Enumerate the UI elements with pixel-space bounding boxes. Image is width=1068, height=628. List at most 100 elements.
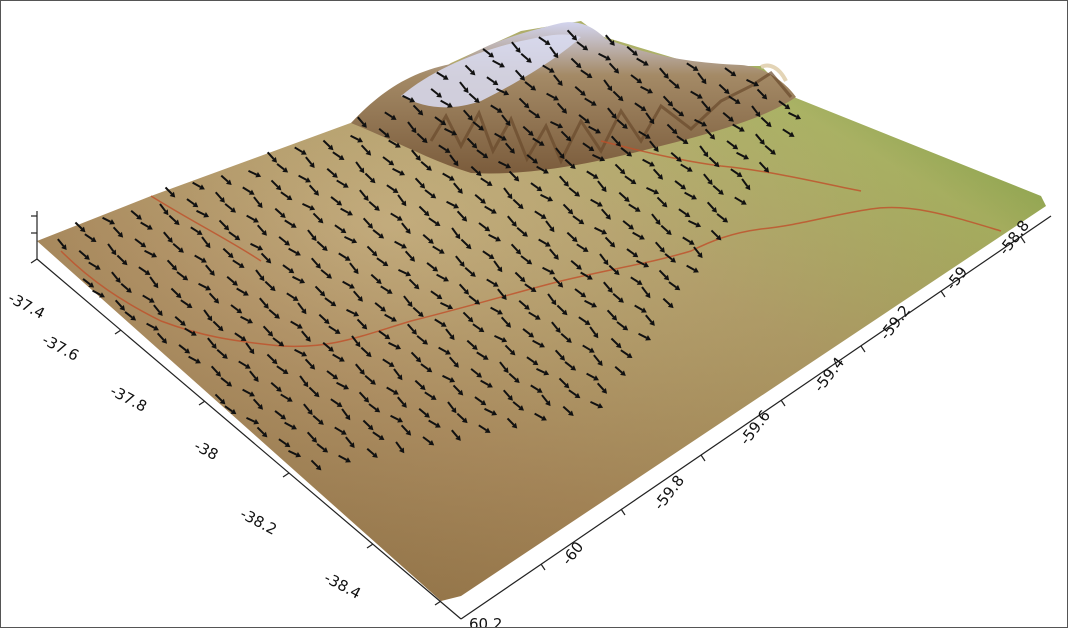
flow-arrow [678,208,691,218]
flow-arrow [378,128,390,138]
flow-arrow [138,266,151,276]
flow-arrow [501,114,511,127]
flow-arrow [560,130,572,142]
flow-arrow [198,282,212,291]
flow-arrow [201,236,211,249]
flow-arrow [662,297,674,309]
flow-arrow [416,335,428,345]
flow-arrow [318,313,330,325]
flow-arrow [751,105,761,118]
flow-arrow [366,245,378,257]
flow-arrow [616,321,629,331]
flow-arrow [574,85,586,96]
flow-arrow [382,156,395,166]
axis-tick [114,329,122,335]
flow-arrow [159,203,169,216]
flow-arrow [340,207,353,216]
flow-arrow [322,139,334,151]
flow-arrow [612,293,624,303]
flow-arrow [220,174,232,186]
flow-arrow [503,187,513,200]
flow-arrow [507,215,517,227]
flow-arrow [628,203,641,212]
flow-arrow [376,257,389,267]
flow-arrow [492,59,505,68]
flow-arrow [608,264,620,276]
flow-arrow [726,140,739,150]
flow-arrow [274,410,287,420]
flow-arrow [210,365,222,377]
flow-arrow [146,322,159,331]
flow-arrow [196,209,210,218]
flow-arrow [534,210,547,219]
flow-arrow [142,294,155,303]
flow-arrow [234,332,247,342]
lon-tick-label: -59.8 [650,472,688,514]
flow-arrow [706,201,718,213]
flow-arrow [330,196,343,206]
flow-arrow [499,361,509,374]
flow-arrow [451,227,461,240]
flow-arrow [434,318,447,327]
flow-arrow [303,403,313,415]
flow-arrow [570,260,582,270]
flow-arrow [484,205,497,214]
flow-arrow [699,145,709,158]
stream-lines [60,140,1002,348]
axis-tick [540,563,546,571]
flow-arrow [534,412,547,421]
axis-tick [282,472,290,478]
flow-arrow [386,184,399,194]
flow-arrow [92,289,105,298]
flow-arrow [680,163,693,172]
flow-arrow [498,160,512,169]
flow-arrow [402,94,416,103]
flow-arrow [610,135,622,147]
flow-arrow [297,302,307,315]
flow-arrow [368,200,380,211]
lat-tick-label: -37.8 [107,382,150,416]
axis-tick [940,290,946,298]
flow-arrow [120,282,132,293]
flow-arrow [364,172,376,184]
flow-arrow [510,243,522,255]
flow-arrow [516,227,528,237]
flow-arrow [582,344,595,353]
flow-arrow [163,231,173,243]
flow-arrow [84,233,97,243]
flow-arrow [462,311,474,323]
flow-arrow [366,447,378,458]
flow-arrow [414,177,426,189]
flow-arrow [686,62,699,71]
flow-arrow [130,210,142,220]
flow-arrow [746,78,760,87]
flow-arrow [478,222,491,232]
flow-arrow [654,241,665,253]
flow-arrow [646,186,660,195]
flow-arrow [586,372,599,381]
flow-arrow [418,205,430,217]
flow-arrow [349,262,359,275]
flow-arrow [326,167,338,178]
lon-tick-label: -59.4 [810,354,848,396]
flow-arrow [603,79,613,92]
axis-tick [30,258,38,264]
flow-arrow [616,118,628,129]
flow-arrow [430,88,442,98]
flow-arrow [256,426,268,438]
flow-arrow [549,248,559,260]
flow-arrow [380,285,393,294]
flow-arrow [420,363,433,373]
flow-arrow [395,441,405,454]
flow-arrow [310,257,321,269]
flow-arrow [626,248,639,258]
flow-arrow [299,375,309,388]
flow-arrow [598,52,612,61]
flow-arrow [248,169,262,178]
flow-arrow [256,224,267,236]
flow-arrow [445,328,455,341]
flow-arrow [468,295,481,305]
flow-arrow [411,149,421,161]
flow-arrow [172,243,184,253]
flow-arrow [226,276,238,286]
